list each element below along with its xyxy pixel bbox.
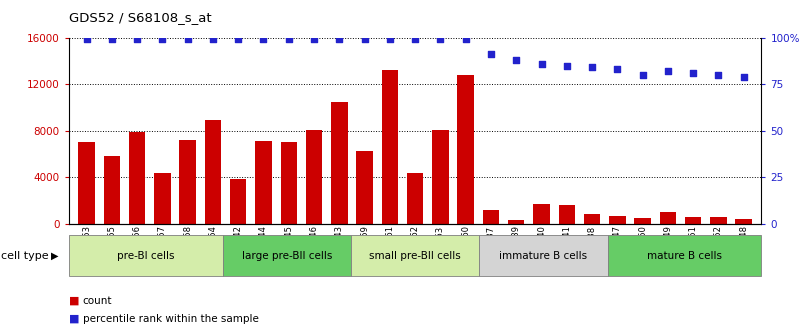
Bar xyxy=(280,143,297,224)
Bar xyxy=(735,219,752,224)
Bar xyxy=(104,156,120,224)
Bar xyxy=(382,70,398,224)
Text: cell type: cell type xyxy=(1,251,49,261)
Point xyxy=(333,37,346,42)
Point xyxy=(232,37,245,42)
Point xyxy=(207,37,220,42)
Bar xyxy=(710,217,727,224)
Point xyxy=(561,63,573,68)
Text: percentile rank within the sample: percentile rank within the sample xyxy=(83,314,258,324)
Point xyxy=(662,69,675,74)
Point xyxy=(358,37,371,42)
Text: GDS52 / S68108_s_at: GDS52 / S68108_s_at xyxy=(69,11,211,25)
Bar xyxy=(483,210,499,224)
Point xyxy=(105,37,118,42)
Text: pre-BI cells: pre-BI cells xyxy=(117,251,174,261)
Point xyxy=(459,37,472,42)
Bar xyxy=(685,217,701,224)
Text: ■: ■ xyxy=(69,296,79,306)
Point xyxy=(130,37,143,42)
Point xyxy=(181,37,194,42)
Bar xyxy=(255,141,271,224)
Point xyxy=(484,52,497,57)
Bar xyxy=(458,75,474,224)
Bar xyxy=(306,129,322,224)
Bar xyxy=(634,218,650,224)
Text: small pre-BII cells: small pre-BII cells xyxy=(369,251,461,261)
Text: mature B cells: mature B cells xyxy=(647,251,722,261)
Bar xyxy=(154,173,171,224)
Point xyxy=(535,61,548,66)
Point xyxy=(636,72,649,77)
Bar xyxy=(129,132,145,224)
Bar xyxy=(331,102,347,224)
Bar xyxy=(230,179,246,224)
Bar xyxy=(356,151,373,224)
Point xyxy=(308,37,321,42)
Text: count: count xyxy=(83,296,112,306)
Point xyxy=(434,37,447,42)
Point xyxy=(156,37,168,42)
Point xyxy=(408,37,421,42)
Text: ▶: ▶ xyxy=(51,251,58,261)
Bar xyxy=(659,212,676,224)
Point xyxy=(80,37,93,42)
Point xyxy=(737,74,750,79)
Bar xyxy=(205,120,221,224)
Bar xyxy=(180,140,196,224)
Point xyxy=(383,37,396,42)
Point xyxy=(687,70,700,76)
Point xyxy=(509,57,522,62)
Bar xyxy=(609,216,625,224)
Bar xyxy=(533,204,550,224)
Point xyxy=(586,65,599,70)
Bar xyxy=(433,129,449,224)
Bar xyxy=(559,205,575,224)
Bar xyxy=(407,173,424,224)
Text: ■: ■ xyxy=(69,314,79,324)
Point xyxy=(282,37,295,42)
Bar xyxy=(584,214,600,224)
Point xyxy=(611,67,624,72)
Point xyxy=(712,72,725,77)
Point xyxy=(257,37,270,42)
Bar xyxy=(79,143,95,224)
Bar xyxy=(508,220,524,224)
Text: large pre-BII cells: large pre-BII cells xyxy=(241,251,332,261)
Text: immature B cells: immature B cells xyxy=(499,251,587,261)
